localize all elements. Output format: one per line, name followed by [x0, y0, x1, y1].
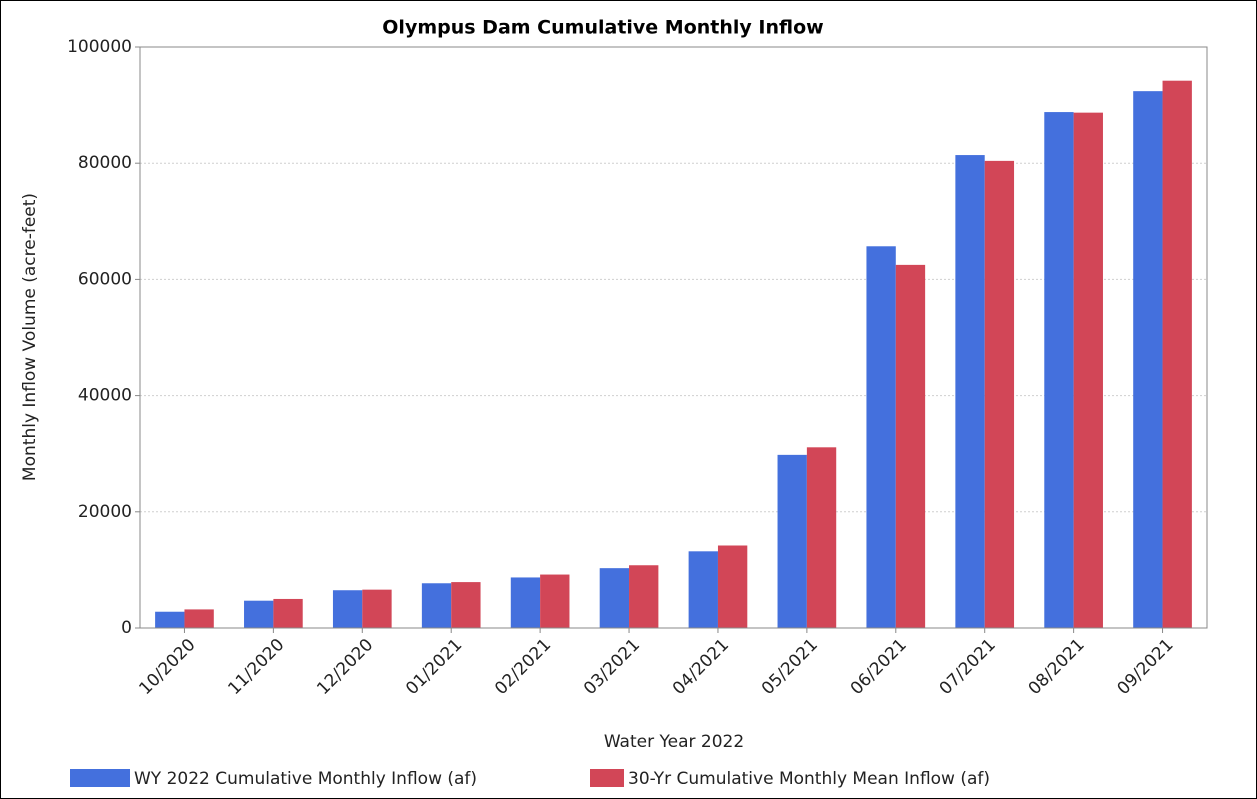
bar [1044, 112, 1074, 628]
y-tick-label: 40000 [78, 386, 132, 406]
legend-label: 30-Yr Cumulative Monthly Mean Inflow (af… [628, 769, 990, 789]
legend-label: WY 2022 Cumulative Monthly Inflow (af) [134, 769, 477, 789]
chart-title: Olympus Dam Cumulative Monthly Inflow [382, 17, 823, 39]
y-tick-label: 20000 [78, 502, 132, 522]
legend-swatch [70, 769, 130, 787]
bar [1073, 112, 1103, 628]
bar [599, 568, 630, 628]
bar [866, 246, 896, 628]
bar [629, 565, 659, 628]
bar [1162, 80, 1192, 628]
bar [155, 611, 185, 628]
bar [510, 577, 541, 628]
bar [688, 551, 718, 628]
bar [451, 582, 481, 628]
bar [955, 155, 985, 629]
bar [332, 590, 363, 628]
bar [273, 598, 303, 628]
bar [717, 545, 748, 628]
y-tick-label: 100000 [67, 37, 132, 57]
y-tick-label: 0 [121, 618, 132, 638]
bar [777, 454, 807, 628]
x-axis-title: Water Year 2022 [604, 732, 744, 752]
bar [806, 447, 837, 628]
legend-swatch [590, 769, 624, 787]
bar [895, 264, 926, 628]
plot-border [139, 46, 1208, 629]
bar [540, 574, 570, 628]
y-axis-title: Monthly Inflow Volume (acre-feet) [20, 193, 40, 481]
bar [244, 600, 274, 628]
bar [421, 583, 452, 628]
bar [984, 160, 1015, 628]
y-tick-label: 80000 [78, 153, 132, 173]
bar [184, 609, 214, 628]
bar [1133, 91, 1163, 628]
bar [362, 589, 392, 628]
y-tick-label: 60000 [78, 269, 132, 289]
